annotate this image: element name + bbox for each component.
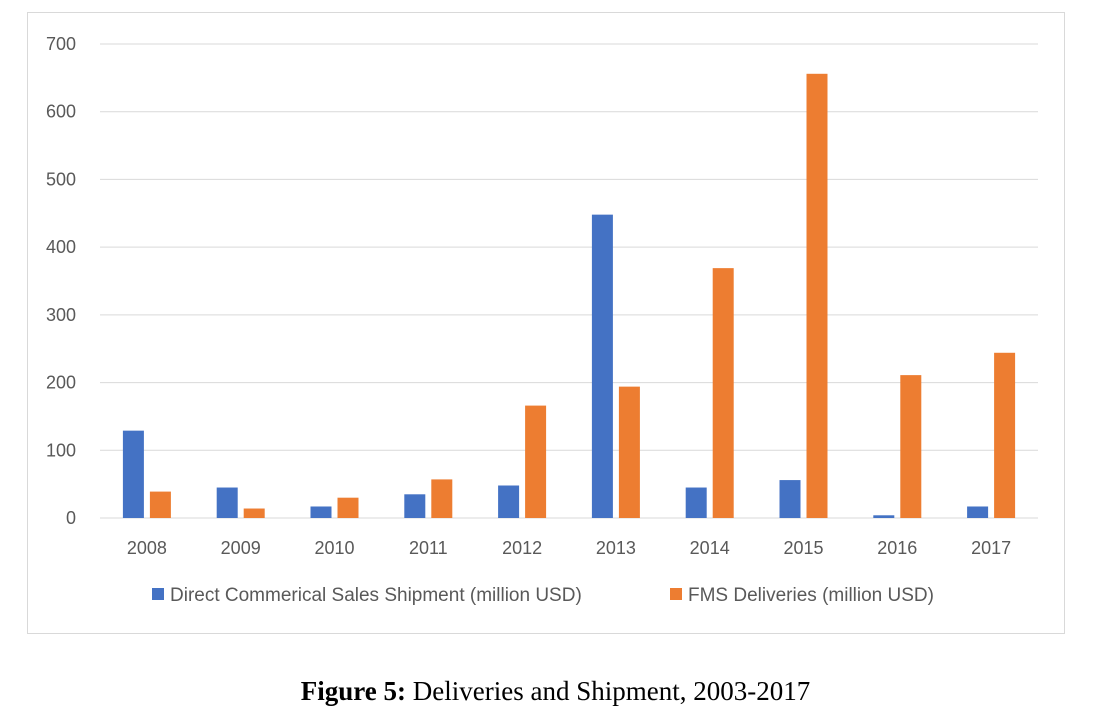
x-tick-label: 2009 [221, 538, 261, 558]
bar-direct-commercial-sales [779, 480, 801, 518]
legend-swatch-fms-deliveries [670, 588, 682, 600]
x-tick-label: 2013 [596, 538, 636, 558]
x-tick-label: 2008 [127, 538, 167, 558]
bar-fms-deliveries [431, 479, 453, 518]
bar-fms-deliveries [618, 386, 640, 518]
chart-area [27, 12, 1065, 634]
y-tick-label: 100 [46, 440, 76, 460]
bar-direct-commercial-sales [404, 494, 426, 518]
legend-label-direct-commercial-sales: Direct Commerical Sales Shipment (millio… [170, 585, 582, 606]
bar-fms-deliveries [712, 268, 734, 518]
y-tick-label: 300 [46, 305, 76, 325]
bar-direct-commercial-sales [967, 506, 989, 518]
bar-fms-deliveries [149, 491, 171, 518]
bar-fms-deliveries [243, 508, 265, 518]
figure-caption: Figure 5: Deliveries and Shipment, 2003-… [0, 676, 1111, 707]
bar-direct-commercial-sales [591, 214, 613, 518]
bar-direct-commercial-sales [122, 430, 144, 518]
y-tick-label: 700 [46, 34, 76, 54]
bar-direct-commercial-sales [873, 515, 895, 518]
bar-fms-deliveries [337, 497, 359, 518]
y-tick-label: 600 [46, 102, 76, 122]
bar-chart: 0 100 200 300 400 500 600 700 2008 2009 2010 2011 20… [46, 34, 1038, 606]
x-tick-label: 2014 [690, 538, 730, 558]
x-tick-label: 2011 [409, 538, 448, 558]
legend-label-fms-deliveries: FMS Deliveries (million USD) [688, 585, 934, 606]
x-tick-label: 2015 [783, 538, 823, 558]
bar-direct-commercial-sales [310, 506, 332, 518]
y-tick-label: 400 [46, 237, 76, 257]
y-tick-label: 200 [46, 373, 76, 393]
x-tick-label: 2016 [877, 538, 917, 558]
bar-fms-deliveries [994, 352, 1016, 518]
bar-direct-commercial-sales [498, 485, 520, 518]
x-tick-label: 2010 [314, 538, 354, 558]
x-tick-label: 2012 [502, 538, 542, 558]
y-tick-label: 0 [66, 508, 76, 528]
bar-direct-commercial-sales [216, 487, 238, 518]
bar-fms-deliveries [525, 405, 547, 518]
y-tick-label: 500 [46, 169, 76, 189]
bar-fms-deliveries [900, 375, 922, 518]
bar-direct-commercial-sales [685, 487, 707, 518]
legend-swatch-direct-commercial-sales [152, 588, 164, 600]
bar-fms-deliveries [806, 73, 828, 519]
x-tick-label: 2017 [971, 538, 1011, 558]
figure-caption-text: Deliveries and Shipment, 2003-2017 [406, 676, 811, 706]
figure-caption-label: Figure 5: [300, 676, 407, 706]
